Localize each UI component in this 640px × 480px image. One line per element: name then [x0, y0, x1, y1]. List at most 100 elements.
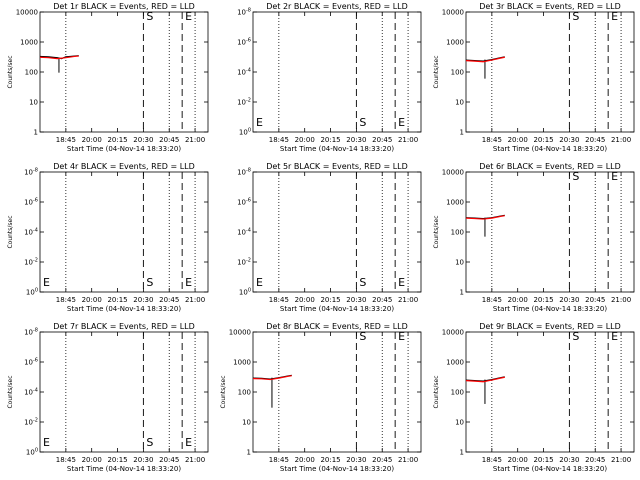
x-tick-label: 20:15 [533, 296, 553, 304]
y-tick-label: 10-2 [237, 258, 251, 267]
y-tick-label: 100 [239, 288, 251, 297]
y-tick-label: 10-8 [24, 328, 38, 337]
y-axis-label: Counts/sec [7, 375, 14, 408]
x-tick-label: 20:30 [346, 296, 366, 304]
x-tick-label: 20:15 [107, 456, 127, 464]
y-tick-label: 100 [239, 128, 251, 137]
x-tick-label: 20:15 [533, 456, 553, 464]
x-axis-label: Start Time (04-Nov-14 18:33:20) [280, 465, 394, 473]
plot-frame [465, 11, 635, 133]
x-axis-label: Start Time (04-Nov-14 18:33:20) [67, 465, 181, 473]
x-tick-label: 18:45 [56, 136, 76, 144]
x-tick-label: 18:45 [482, 136, 502, 144]
x-tick-label: 21:00 [398, 456, 418, 464]
x-tick-label: 20:45 [159, 456, 179, 464]
marker-label: E [611, 10, 618, 23]
marker-label: E [185, 10, 192, 23]
x-tick-label: 20:00 [82, 456, 102, 464]
x-tick-label: 20:15 [320, 456, 340, 464]
marker-label: E [398, 276, 405, 289]
marker-label: S [359, 330, 366, 343]
y-tick-label: 100 [451, 69, 464, 77]
marker-label: E [185, 276, 192, 289]
x-tick-label: 20:00 [82, 136, 102, 144]
marker-label: E [256, 276, 263, 289]
chart-title: Det 7r BLACK = Events, RED = LLD [53, 322, 195, 331]
y-tick-label: 10-4 [24, 228, 38, 237]
chart-title: Det 5r BLACK = Events, RED = LLD [266, 162, 408, 171]
lld-series-line [465, 56, 505, 63]
marker-label: E [611, 330, 618, 343]
x-tick-label: 18:45 [56, 296, 76, 304]
plot-frame [465, 171, 635, 293]
plot-frame [39, 171, 209, 293]
y-tick-label: 100 [451, 229, 464, 237]
y-tick-label: 10-8 [237, 8, 251, 17]
marker-label: S [146, 10, 153, 23]
y-tick-label: 10-6 [24, 198, 38, 207]
x-tick-label: 20:45 [372, 136, 392, 144]
x-tick-label: 21:00 [611, 296, 631, 304]
marker-label: S [359, 116, 366, 129]
y-tick-label: 10-8 [237, 168, 251, 177]
x-tick-label: 20:00 [508, 456, 528, 464]
y-tick-label: 100 [238, 389, 251, 397]
y-tick-label: 1000 [233, 359, 251, 367]
x-tick-label: 21:00 [398, 296, 418, 304]
y-axis-label: Counts/sec [433, 55, 440, 88]
x-tick-label: 18:45 [482, 296, 502, 304]
y-tick-label: 10-4 [237, 68, 251, 77]
marker-label: E [43, 436, 50, 449]
y-tick-label: 10 [242, 419, 251, 427]
y-tick-label: 100 [26, 288, 38, 297]
y-tick-label: 10 [455, 259, 464, 267]
y-tick-label: 1 [460, 289, 464, 297]
x-tick-label: 20:30 [346, 456, 366, 464]
y-tick-label: 10 [29, 99, 38, 107]
x-tick-label: 18:45 [269, 456, 289, 464]
x-tick-label: 20:45 [159, 136, 179, 144]
marker-label: S [572, 10, 579, 23]
y-tick-label: 10 [455, 99, 464, 107]
y-tick-label: 100 [26, 448, 38, 457]
lld-series-line [252, 375, 292, 381]
x-axis-label: Start Time (04-Nov-14 18:33:20) [493, 145, 607, 153]
marker-label: E [398, 330, 405, 343]
x-tick-label: 20:30 [133, 136, 153, 144]
x-tick-label: 20:45 [585, 456, 605, 464]
x-tick-label: 20:30 [559, 136, 579, 144]
marker-label: E [256, 116, 263, 129]
y-tick-label: 1 [34, 129, 38, 137]
plot-frame [252, 171, 422, 293]
chart-title: Det 2r BLACK = Events, RED = LLD [266, 2, 408, 11]
x-tick-label: 20:15 [533, 136, 553, 144]
y-tick-label: 100 [451, 389, 464, 397]
x-tick-label: 20:45 [372, 296, 392, 304]
x-tick-label: 18:45 [269, 296, 289, 304]
chart-title: Det 4r BLACK = Events, RED = LLD [53, 162, 195, 171]
y-tick-label: 10000 [442, 329, 464, 337]
x-tick-label: 20:15 [107, 136, 127, 144]
y-tick-label: 10-2 [24, 418, 38, 427]
x-tick-label: 20:00 [508, 136, 528, 144]
marker-label: E [398, 116, 405, 129]
marker-label: S [146, 436, 153, 449]
y-tick-label: 1000 [446, 199, 464, 207]
y-tick-label: 1000 [446, 359, 464, 367]
x-axis-label: Start Time (04-Nov-14 18:33:20) [280, 145, 394, 153]
marker-label: E [185, 436, 192, 449]
y-tick-label: 10-6 [237, 38, 251, 47]
chart-title: Det 8r BLACK = Events, RED = LLD [266, 322, 408, 331]
x-tick-label: 20:45 [585, 296, 605, 304]
x-tick-label: 21:00 [398, 136, 418, 144]
y-axis-label: Counts/sec [7, 55, 14, 88]
x-axis-label: Start Time (04-Nov-14 18:33:20) [493, 305, 607, 313]
y-tick-label: 1000 [20, 39, 38, 47]
lld-series-line [465, 215, 505, 220]
x-tick-label: 20:00 [508, 296, 528, 304]
y-tick-label: 1 [460, 449, 464, 457]
x-tick-label: 20:30 [133, 296, 153, 304]
x-tick-label: 18:45 [482, 456, 502, 464]
x-tick-label: 20:45 [585, 136, 605, 144]
y-axis-label: Counts/sec [7, 215, 14, 248]
